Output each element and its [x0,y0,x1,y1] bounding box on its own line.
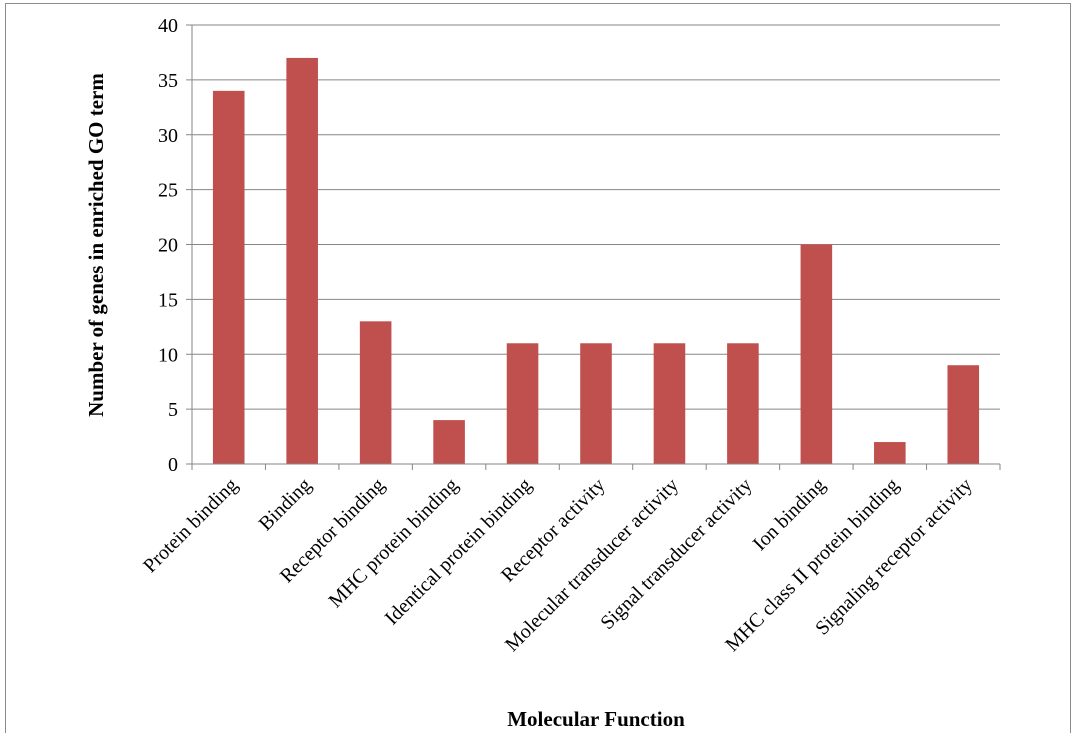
y-axis-title: Number of genes in enriched GO term [84,73,108,417]
bar [359,321,392,464]
x-tick-label: Protein binding [139,474,242,577]
y-tick-label: 5 [168,399,178,421]
y-tick-label: 15 [158,289,178,311]
bar [212,90,245,464]
bar [506,343,539,464]
y-tick-label: 35 [158,70,178,92]
bar [727,343,759,464]
y-tick-label: 40 [158,15,178,37]
gridlines [192,24,1000,410]
chart-frame [5,3,1071,733]
bar [947,365,980,464]
bar [433,420,465,464]
x-tick-label: MHC protein binding [324,474,462,612]
y-tick-labels: 0 5 10 15 20 25 30 35 40 [158,15,178,476]
bar [800,244,833,464]
bars [212,57,980,465]
y-tick-label: 30 [158,125,178,147]
bar [874,442,906,464]
x-tick-label: Identical protein binding [381,474,536,629]
y-tick-label: 20 [158,235,178,257]
x-axis-title: Molecular Function [507,707,685,731]
bar [580,343,612,464]
axes [186,24,1001,470]
y-tick-label: 25 [158,180,178,202]
x-tick-label: Signal transducer activity [596,474,756,634]
bar [653,343,686,464]
bar [286,57,318,465]
y-tick-label: 10 [158,344,178,366]
x-tick-label: Binding [255,474,316,535]
y-tick-label: 0 [168,454,178,476]
